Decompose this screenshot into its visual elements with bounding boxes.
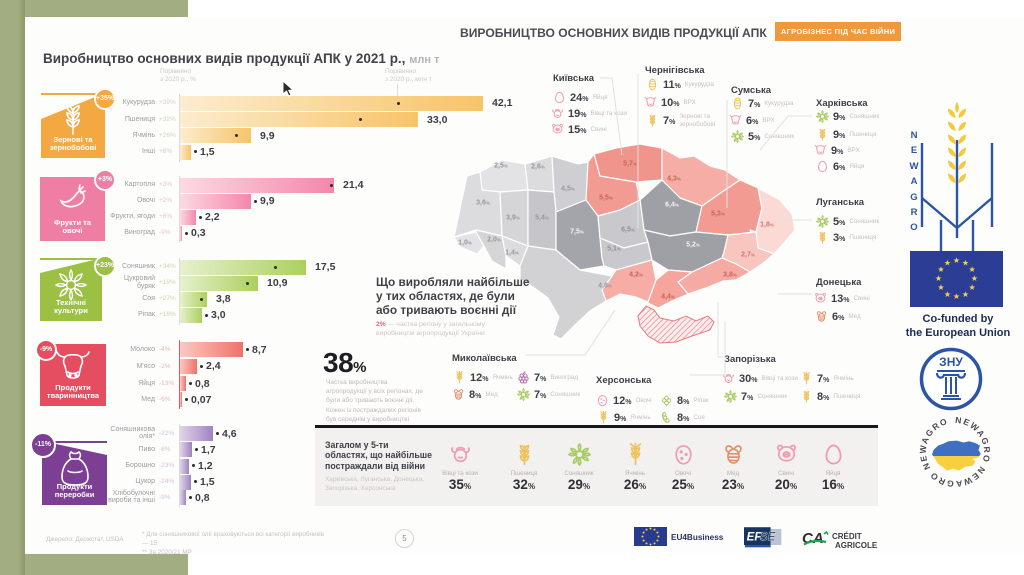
svg-text:3,8%: 3,8% (723, 272, 737, 279)
svg-text:AGRICOLE: AGRICOLE (835, 541, 878, 550)
svg-text:2,0%: 2,0% (487, 237, 501, 244)
svg-text:★: ★ (953, 256, 960, 265)
svg-text:7,5%: 7,5% (570, 229, 584, 236)
svg-text:1,8%: 1,8% (760, 222, 774, 229)
svg-text:1,0%: 1,0% (458, 240, 472, 247)
svg-text:SE: SE (760, 532, 776, 544)
svg-text:5,5%: 5,5% (599, 195, 613, 202)
svg-text:★: ★ (944, 259, 951, 268)
svg-text:★: ★ (962, 259, 969, 268)
svg-text:★: ★ (937, 265, 944, 274)
svg-text:5,4%: 5,4% (535, 215, 549, 222)
svg-text:★: ★ (969, 265, 976, 274)
svg-text:EF: EF (747, 532, 763, 544)
svg-text:★: ★ (971, 274, 978, 283)
svg-text:★: ★ (937, 283, 944, 292)
svg-text:CRÉDIT: CRÉDIT (832, 532, 862, 541)
svg-text:4,3%: 4,3% (667, 176, 681, 183)
svg-text:★: ★ (953, 292, 960, 301)
svg-text:4,8%: 4,8% (598, 283, 612, 290)
svg-text:3,6%: 3,6% (476, 200, 490, 207)
svg-text:2,6%: 2,6% (531, 164, 545, 171)
svg-text:★: ★ (935, 274, 942, 283)
svg-text:5,2%: 5,2% (686, 242, 700, 249)
svg-text:5,1%: 5,1% (607, 246, 621, 253)
svg-text:4,5%: 4,5% (561, 186, 575, 193)
svg-text:3,9%: 3,9% (506, 215, 520, 222)
svg-text:2,5%: 2,5% (494, 163, 508, 170)
svg-text:★: ★ (944, 290, 951, 299)
svg-text:★: ★ (969, 283, 976, 292)
svg-text:ЗНУ: ЗНУ (939, 355, 963, 369)
svg-text:5,7%: 5,7% (623, 161, 637, 168)
svg-text:2,7%: 2,7% (741, 252, 755, 259)
svg-text:4,2%: 4,2% (629, 272, 643, 279)
svg-text:4,4%: 4,4% (661, 294, 675, 301)
svg-text:1,4%: 1,4% (505, 250, 519, 257)
svg-text:5,3%: 5,3% (711, 211, 725, 218)
svg-text:★: ★ (962, 290, 969, 299)
svg-text:6,4%: 6,4% (665, 202, 679, 209)
svg-text:6,5%: 6,5% (621, 227, 635, 234)
